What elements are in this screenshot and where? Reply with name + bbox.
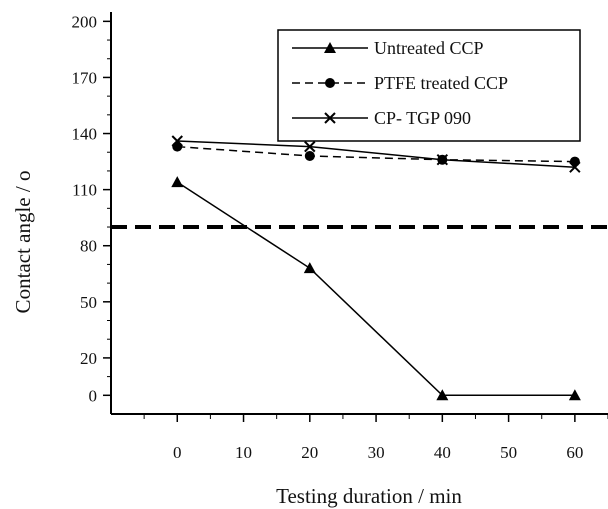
legend-marker-cp-tgp-090 (324, 112, 336, 124)
y-tick-label: 170 (72, 68, 98, 87)
x-tick-label: 20 (301, 443, 318, 462)
data-point-cp-tgp-090 (304, 140, 316, 153)
y-tick-label: 0 (89, 386, 98, 405)
legend-label-cp-tgp-090: CP- TGP 090 (374, 108, 471, 128)
data-point-cp-tgp-090 (569, 161, 581, 173)
x-tick-label: 10 (235, 443, 252, 462)
legend: Untreated CCP PTFE treated CCP CP- TGP 090 (277, 29, 581, 142)
y-tick-label: 20 (80, 349, 97, 368)
y-tick-label: 140 (72, 125, 98, 144)
series-line-cp-tgp-090 (177, 140, 575, 168)
legend-label-untreated-ccp: Untreated CCP (374, 38, 484, 58)
y-tick-label: 110 (72, 181, 97, 200)
x-tick-label: 40 (434, 443, 451, 462)
data-point-cp-tgp-090 (436, 154, 449, 166)
x-tick-label: 50 (500, 443, 517, 462)
y-tick-label: 80 (80, 237, 97, 256)
x-tick-label: 30 (368, 443, 385, 462)
y-tick-label: 50 (80, 293, 97, 312)
series-line-untreated-ccp (176, 181, 575, 397)
x-tick-label: 0 (173, 443, 182, 462)
data-point-untreated-ccp (303, 262, 316, 274)
x-axis-title: Testing duration / min (276, 484, 462, 508)
series-line-ptfe-treated-ccp (177, 145, 575, 163)
legend-marker-untreated-ccp (324, 42, 336, 53)
data-point-untreated-ccp (171, 176, 184, 188)
y-axis-title: Contact angle / o (11, 171, 35, 314)
legend-marker-ptfe-treated-ccp (325, 78, 335, 88)
data-point-untreated-ccp (568, 389, 581, 401)
data-point-untreated-ccp (436, 389, 449, 401)
x-tick-label: 60 (566, 443, 583, 462)
data-point-cp-tgp-090 (171, 135, 183, 147)
legend-label-ptfe-treated-ccp: PTFE treated CCP (374, 73, 508, 93)
data-point-ptfe-treated-ccp (304, 150, 315, 161)
y-tick-label: 200 (72, 12, 98, 31)
plot-area: 0 20 50 80 110 140 170 200 0 10 20 30 40 50 60 (72, 12, 608, 462)
